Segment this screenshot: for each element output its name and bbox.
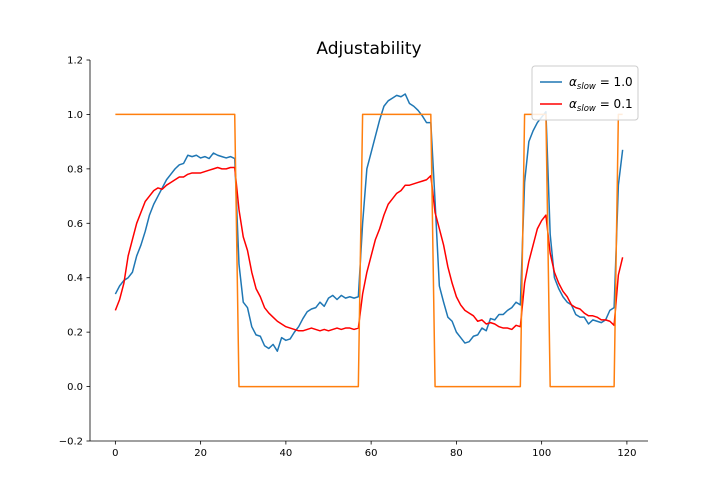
series-line-3 <box>115 113 623 388</box>
legend-label-1: αslow = 1.0 <box>569 75 633 92</box>
y-tick-label: 0.6 <box>67 219 83 230</box>
x-tick-label: 120 <box>617 448 636 459</box>
series-line-1 <box>114 93 624 352</box>
y-tick-label: 0.8 <box>67 164 83 175</box>
x-tick-label: 0 <box>112 448 118 459</box>
chart-title: Adjustability <box>316 39 421 59</box>
x-tick-label: 40 <box>280 448 293 459</box>
x-tick-label: 20 <box>194 448 207 459</box>
y-tick-label: 0.2 <box>67 328 83 339</box>
y-tick-label: 0.0 <box>67 382 83 393</box>
y-tick-label: 1.0 <box>67 110 83 121</box>
series-layer <box>114 93 624 388</box>
x-tick-label: 60 <box>365 448 378 459</box>
axes-layer <box>89 60 648 442</box>
ticks-layer: 0 20 40 60 80 100 120 −0.2 0.0 0.2 0.4 0.6 0.8 1.0 1.2 <box>59 56 637 460</box>
legend-label-2: αslow = 0.1 <box>569 97 633 114</box>
x-tick-label: 80 <box>450 448 463 459</box>
legend-box <box>531 65 639 121</box>
series-line-2 <box>114 166 624 332</box>
x-tick-label: 100 <box>532 448 551 459</box>
legend: αslow = 1.0 αslow = 0.1 <box>531 65 639 121</box>
y-tick-label: 0.4 <box>67 273 83 284</box>
y-tick-label: 1.2 <box>67 56 83 67</box>
y-tick-label: −0.2 <box>59 437 83 448</box>
